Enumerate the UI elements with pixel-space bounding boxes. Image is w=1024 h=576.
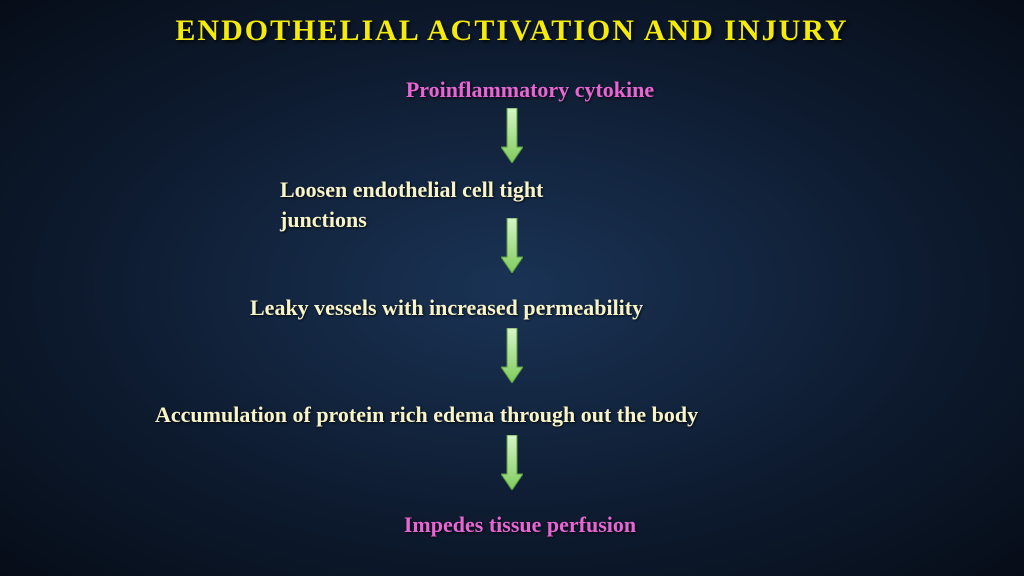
- arrow-down-icon: [501, 328, 523, 388]
- arrow-down-icon: [501, 218, 523, 278]
- flow-step-0: Proinflammatory cytokine: [370, 75, 690, 105]
- arrow-down-icon: [501, 435, 523, 495]
- flow-step-3: Accumulation of protein rich edema throu…: [155, 400, 895, 430]
- slide-title: ENDOTHELIAL ACTIVATION AND INJURY: [0, 0, 1024, 48]
- flow-step-1: Loosen endothelial cell tight junctions: [280, 175, 680, 234]
- flow-step-2: Leaky vessels with increased permeabilit…: [250, 293, 810, 323]
- arrow-down-icon: [501, 108, 523, 168]
- flow-step-4: Impedes tissue perfusion: [350, 510, 690, 540]
